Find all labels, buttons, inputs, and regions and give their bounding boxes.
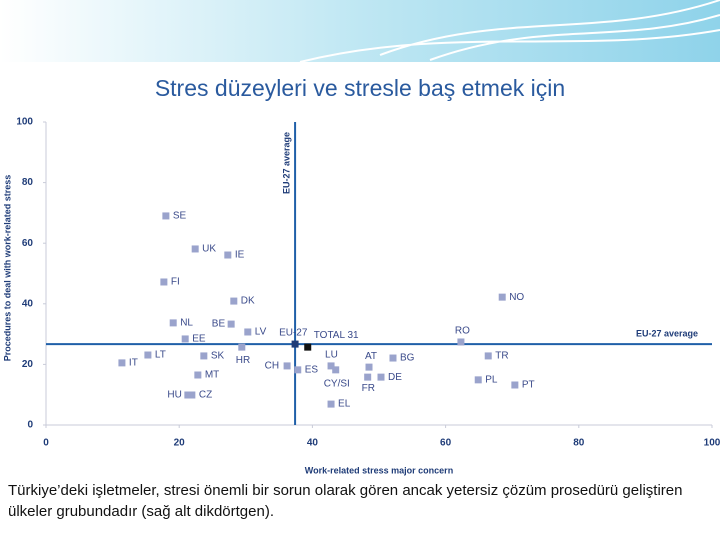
reference-label: EU-27 average [636,328,698,338]
y-tick-label: 20 [22,359,34,370]
point [484,352,492,360]
point-label: DE [388,372,402,383]
point [224,251,232,259]
point-label: PT [522,380,535,391]
y-tick-label: 0 [27,420,33,431]
chart-area [0,108,720,478]
point [144,351,152,359]
point-label: TOTAL 31 [314,330,359,341]
x-tick-label: 40 [307,438,319,449]
x-tick-label: 100 [704,438,720,449]
point [227,320,235,328]
point-label: CZ [199,390,212,401]
point [377,373,385,381]
point-label: LU [325,350,338,361]
x-axis-label: Work-related stress major concern [305,465,453,475]
y-axis-label: Procedures to deal with work-related str… [2,175,12,362]
point [160,278,168,286]
reference-label: EU-27 average [281,132,291,194]
point-label: FR [362,383,375,394]
point [457,338,465,346]
y-tick-label: 100 [16,117,33,128]
point [184,391,192,399]
point [474,376,482,384]
point [283,362,291,370]
point-label: PL [485,374,498,385]
point-label: IE [235,250,245,261]
point-label: ES [305,364,319,375]
y-tick-label: 60 [22,238,34,249]
point-label: CY/SI [324,378,350,389]
y-tick-label: 80 [22,177,34,188]
point [332,366,340,374]
point [200,352,208,360]
point-label: DK [241,296,255,307]
header-waves [299,0,720,63]
point-label: EE [192,334,206,345]
point [169,319,177,327]
point [194,371,202,379]
y-tick-label: 40 [22,298,34,309]
point [365,363,373,371]
x-tick-label: 20 [174,438,186,449]
point-label: SE [173,211,187,222]
point-label: BG [400,353,415,364]
point-label: LV [255,327,267,338]
point-label: RO [455,326,470,337]
point-label: CH [265,361,279,372]
point-label: NO [509,292,524,303]
point [294,366,302,374]
point-label: HR [236,355,250,366]
point-label: AT [365,351,377,362]
point-label: EU-27 [279,328,308,339]
point [238,343,246,351]
point-label: BE [212,319,226,330]
point [304,343,312,351]
point-label: LT [155,350,166,361]
point [230,297,238,305]
caption: Türkiye’deki işletmeler, stresi önemli b… [4,478,720,524]
point [191,245,199,253]
point-label: EL [338,399,351,410]
x-tick-label: 80 [573,438,585,449]
point-label: HU [167,390,181,401]
point-label: SK [211,351,225,362]
point-label: TR [495,351,508,362]
point [389,354,397,362]
point [327,362,335,370]
x-tick-label: 60 [440,438,452,449]
point [188,391,196,399]
point-label: IT [129,358,138,369]
point [291,340,299,348]
point-label: MT [205,370,219,381]
slide-title: Stres düzeyleri ve stresle baş etmek içi… [155,75,565,101]
x-tick-label: 0 [43,438,49,449]
point [162,212,170,220]
point [244,328,252,336]
point [364,373,372,381]
point [181,335,189,343]
point-label: NL [180,318,193,329]
point-label: UK [202,244,216,255]
point [327,400,335,408]
point [118,359,126,367]
point-label: FI [171,277,180,288]
point [511,381,519,389]
point [498,293,506,301]
header-band [0,0,720,62]
